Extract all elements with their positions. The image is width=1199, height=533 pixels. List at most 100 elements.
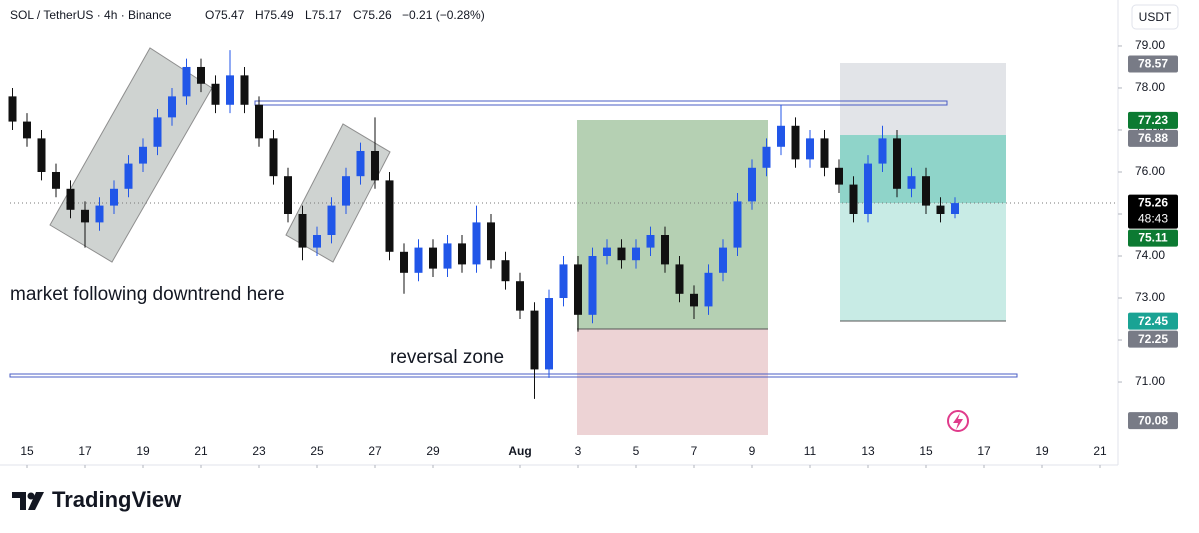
x-tick-label: 29 (426, 444, 440, 458)
y-tick-label: 78.00 (1135, 80, 1165, 94)
candle-body (458, 243, 466, 265)
short-profit-zone (840, 203, 1006, 321)
candle-body (429, 247, 437, 269)
candle-body (240, 75, 249, 105)
price-tag-box (1128, 194, 1178, 229)
candle-body (211, 83, 220, 105)
candle-body (298, 213, 307, 248)
candle-body (255, 104, 263, 139)
x-tick-label: 7 (691, 444, 698, 458)
candle-body (400, 251, 408, 273)
price-tag-label: 70.08 (1138, 413, 1168, 427)
brand: TradingView (52, 487, 182, 512)
candle-body (936, 205, 945, 214)
candle-body (472, 222, 481, 265)
candle-body (23, 121, 31, 139)
currency-box[interactable] (1131, 4, 1179, 30)
candle-body (820, 138, 829, 168)
candle-body (226, 75, 234, 105)
price-tag: 72.25 (1128, 330, 1178, 348)
candle-body (588, 256, 597, 315)
resistance-line (254, 100, 948, 106)
price-tag: 75.26 48:43 (1128, 194, 1178, 229)
ohlc-open: O75.47 (205, 8, 245, 22)
price-tag-label: 72.45 (1138, 314, 1168, 328)
candle-body (603, 247, 611, 257)
candle-body (704, 272, 713, 307)
candle-body (385, 180, 394, 252)
candle-body (371, 150, 379, 181)
candle-body (849, 184, 858, 214)
price-tag-box (1128, 129, 1178, 147)
x-tick-label: 11 (804, 444, 817, 458)
x-tick-label: 9 (749, 444, 756, 458)
y-tick-label: 79.00 (1135, 38, 1165, 52)
price-tag-label: 75.11 (1138, 231, 1168, 245)
x-tick-label: Aug (508, 444, 531, 458)
price-tag: 75.11 (1128, 229, 1178, 247)
ohlc-high: H75.49 (255, 8, 294, 22)
candle-body (269, 138, 278, 177)
candle-body (878, 138, 887, 164)
ohlc-close: C75.26 (353, 8, 392, 22)
price-tag: 77.23 (1128, 111, 1178, 129)
x-tick-label: 13 (861, 444, 875, 458)
price-tag-label: 77.23 (1138, 113, 1168, 127)
x-tick-label: 25 (310, 444, 324, 458)
candle-body (284, 176, 292, 214)
price-tag-label: 76.88 (1138, 131, 1168, 145)
price-tag-box (1128, 229, 1178, 247)
candle-body (37, 138, 46, 172)
x-tick-label: 21 (194, 444, 208, 458)
candle-body (951, 203, 959, 214)
candle-body (617, 247, 626, 261)
price-tag-label: 75.26 (1138, 196, 1168, 210)
candle-body (545, 298, 553, 370)
candle-body (632, 247, 640, 261)
candle-body (661, 235, 669, 265)
price-tag-box (1128, 111, 1178, 129)
candle-body (748, 167, 756, 202)
candle-body (733, 201, 742, 248)
x-tick-label: 21 (1093, 444, 1107, 458)
candle-body (342, 176, 350, 206)
candle-body (8, 96, 17, 122)
y-tick-label: 74.00 (1135, 248, 1165, 262)
support-line (9, 373, 1018, 378)
candle-body (791, 125, 800, 160)
candle-body (530, 310, 539, 370)
candle-body (313, 235, 321, 248)
ohlc-low: L75.17 (305, 8, 342, 22)
candle-body (124, 163, 133, 189)
candle-body (487, 222, 495, 261)
price-tag-box (1128, 312, 1178, 330)
candle-body (675, 264, 684, 294)
candle-body (835, 167, 843, 185)
candle-body (864, 163, 872, 214)
candle-body (690, 293, 698, 307)
price-tag-label: 72.25 (1138, 332, 1168, 346)
price-tag-box (1128, 330, 1178, 348)
x-tick-label: 19 (136, 444, 150, 458)
x-tick-label: 5 (633, 444, 640, 458)
price-tag: 72.45 (1128, 312, 1178, 330)
price-tag-box (1128, 412, 1178, 430)
x-tick-label: 17 (78, 444, 92, 458)
candle-body (81, 209, 89, 223)
candle-body (52, 171, 60, 189)
x-tick-label: 15 (919, 444, 933, 458)
annotation: reversal zone (390, 347, 504, 368)
price-tag: 78.57 (1128, 55, 1178, 73)
candle-body (922, 176, 930, 206)
annotation: market following downtrend here (10, 284, 285, 305)
alert-icon[interactable] (947, 410, 969, 432)
candle-body (139, 146, 147, 164)
price-tag-timer: 48:43 (1138, 212, 1168, 226)
x-tick-label: 23 (252, 444, 266, 458)
candle-body (197, 66, 205, 84)
candle-body (893, 138, 901, 189)
candle-body (182, 66, 191, 97)
candle-body (66, 188, 75, 210)
candle-body (168, 96, 176, 118)
x-tick-label: 27 (368, 444, 382, 458)
